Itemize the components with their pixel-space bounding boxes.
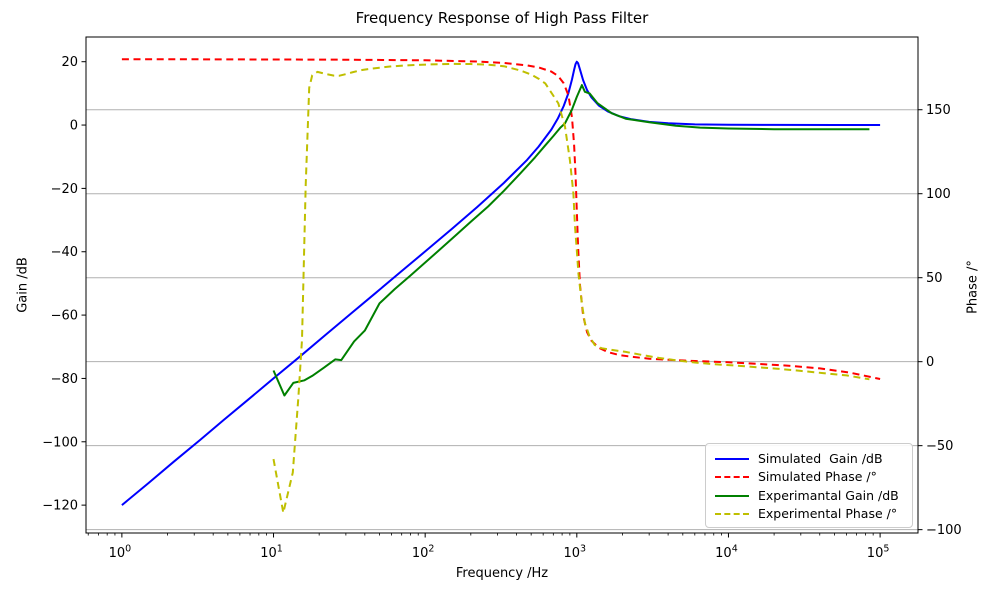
y-axis-label-left: Gain /dB — [15, 257, 31, 313]
y-right-tick-label: 100 — [926, 187, 951, 202]
series-experimental-phase- — [272, 62, 870, 514]
y-left-tick-label: 20 — [61, 55, 78, 70]
legend-label: Experimental Phase /° — [758, 505, 898, 521]
legend-line-sample — [715, 458, 749, 460]
y-left-tick-label: −100 — [42, 435, 78, 450]
y-right-tick-label: 150 — [926, 103, 951, 118]
y-axis-left-ticks: 20 0 −20 −40 −60 −80 −100 −120 — [42, 55, 86, 514]
y-right-tick-label: −100 — [926, 523, 962, 538]
series-lines — [121, 58, 881, 514]
legend-row: Experimental Phase /° — [715, 505, 903, 523]
series-simulated-phase- — [121, 58, 881, 380]
y-left-tick-label: −60 — [51, 309, 78, 324]
y-right-tick-label: 50 — [926, 271, 943, 286]
legend-row: Simulated Gain /dB — [715, 450, 903, 468]
y-left-tick-label: −40 — [51, 245, 78, 260]
y-left-tick-label: −20 — [51, 182, 78, 197]
x-tick-label: 101 — [260, 544, 283, 562]
x-axis-label: Frequency /Hz — [455, 566, 549, 581]
legend-line-sample — [715, 476, 749, 479]
plot-frame — [85, 36, 919, 534]
y-left-tick-label: 0 — [70, 119, 78, 134]
y-left-tick-label: −80 — [51, 372, 78, 387]
legend-label: Experimantal Gain /dB — [758, 487, 899, 503]
y-axis-right-ticks: 150 100 50 0 −50 −100 — [918, 103, 962, 538]
gridlines — [86, 109, 918, 531]
y-axis-label-right: Phase /° — [965, 260, 981, 314]
legend-row: Simulated Phase /° — [715, 468, 903, 486]
y-right-tick-label: −50 — [926, 439, 953, 454]
x-tick-label: 102 — [412, 544, 435, 562]
legend-row: Experimantal Gain /dB — [715, 487, 903, 505]
chart-title: Frequency Response of High Pass Filter — [355, 9, 649, 27]
series-experimantal-gain-db — [272, 84, 870, 397]
x-axis-ticks: 100 101 102 103 104 105 — [87, 533, 890, 562]
legend: Simulated Gain /dB Simulated Phase /° Ex… — [705, 443, 913, 528]
x-tick-label: 103 — [564, 544, 587, 562]
x-tick-label: 104 — [715, 544, 738, 562]
legend-label: Simulated Gain /dB — [758, 451, 883, 466]
x-tick-label: 105 — [867, 544, 890, 562]
legend-label: Simulated Phase /° — [758, 469, 877, 485]
legend-line-sample — [715, 494, 749, 497]
y-right-tick-label: 0 — [926, 355, 934, 370]
y-left-tick-label: −120 — [42, 499, 78, 514]
x-tick-label: 100 — [109, 544, 132, 562]
legend-line-sample — [715, 512, 749, 515]
